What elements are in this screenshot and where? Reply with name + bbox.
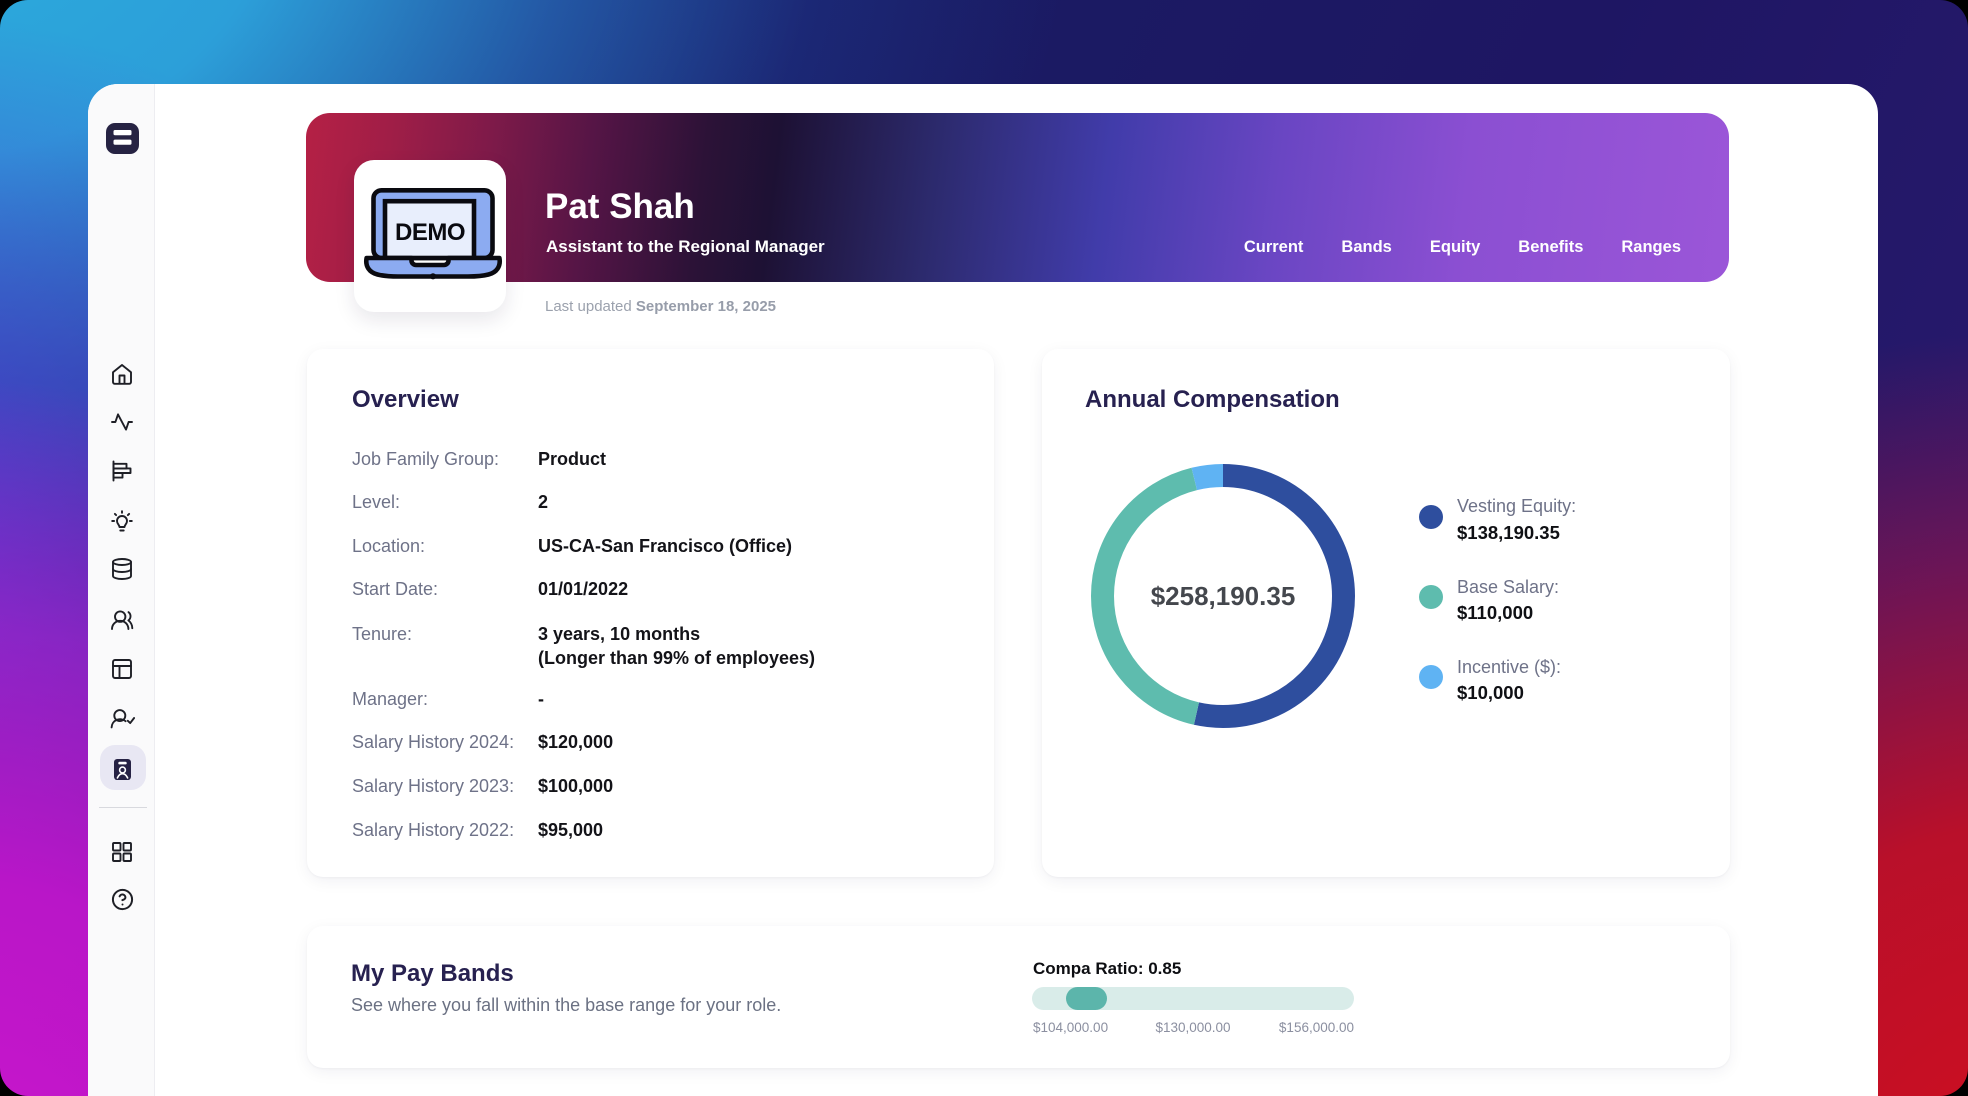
svg-text:DEMO: DEMO — [395, 219, 465, 246]
